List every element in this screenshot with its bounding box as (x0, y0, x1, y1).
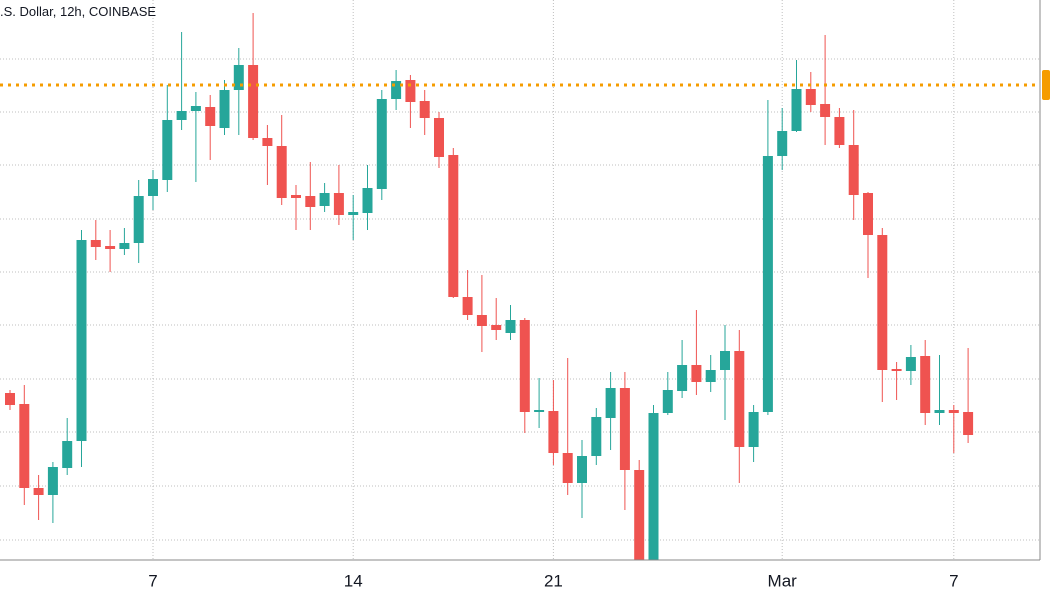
x-tick-label: 14 (344, 571, 363, 590)
candle-body (934, 410, 945, 413)
candle-body (548, 411, 559, 453)
candle-body (805, 89, 816, 105)
candle-body (591, 417, 602, 456)
candle-body (119, 243, 130, 249)
candle-body (519, 320, 530, 412)
candle-body (5, 393, 15, 405)
candle-body (133, 196, 144, 243)
candle-body (33, 488, 44, 495)
candle-body (362, 188, 373, 213)
candle-body (219, 90, 230, 128)
candle-body (462, 297, 473, 315)
candle-body (162, 120, 173, 180)
candle-body (419, 101, 430, 118)
candle-body (405, 80, 416, 102)
candle-body (562, 453, 573, 483)
candle-body (276, 146, 287, 198)
candle-body (662, 390, 673, 413)
candle-body (262, 138, 273, 146)
candle-body (834, 117, 845, 145)
candle-body (319, 193, 330, 206)
candle-body (920, 356, 931, 413)
candle-body (877, 235, 888, 370)
candle-body (748, 412, 759, 447)
candle-body (348, 212, 359, 215)
candle-body (534, 410, 545, 412)
candle-body (705, 370, 716, 382)
candle-body (619, 388, 630, 470)
x-tick-label: 7 (148, 571, 157, 590)
candle-body (734, 351, 745, 447)
chart-title: .S. Dollar, 12h, COINBASE (0, 4, 156, 19)
candle-body (820, 104, 831, 117)
candle-body (448, 155, 459, 297)
x-tick-label: 21 (544, 571, 563, 590)
candle-body (90, 240, 101, 247)
candle-body (720, 351, 730, 370)
candle-body (176, 111, 187, 120)
candle-body (777, 131, 788, 156)
candle-body (148, 179, 158, 196)
candle-body (863, 193, 873, 235)
candle-body (891, 369, 902, 371)
candle-body (434, 118, 444, 157)
candle-body (76, 240, 87, 441)
candle-body (677, 365, 688, 391)
candle-body (905, 357, 916, 371)
candle-body (333, 193, 344, 215)
candle-body (205, 107, 216, 126)
candle-body (47, 467, 58, 495)
candle-body (505, 320, 516, 333)
candle-body (391, 81, 402, 99)
price-tag (1042, 70, 1050, 100)
candle-body (762, 156, 773, 412)
candle-body (376, 99, 387, 189)
candle-body (248, 65, 259, 138)
candle-body (62, 441, 73, 468)
candle-body (848, 145, 859, 195)
candle-body (577, 456, 587, 483)
candle-body (233, 65, 244, 90)
plot (5, 13, 974, 560)
candle-body (190, 106, 201, 111)
candle-body (791, 89, 802, 131)
candle-body (305, 196, 316, 207)
candle-body (491, 325, 502, 330)
candle-body (605, 388, 616, 418)
candle-body (691, 365, 702, 382)
x-tick-label: 7 (949, 571, 958, 590)
candle-body (19, 404, 30, 488)
candle-body (963, 412, 974, 435)
x-tick-label: Mar (768, 571, 798, 590)
candle-body (648, 413, 659, 560)
candle-body (948, 410, 959, 413)
candle-body (634, 470, 645, 560)
candle-body (291, 195, 301, 198)
candle-body (105, 246, 116, 249)
candle-body (476, 315, 487, 326)
